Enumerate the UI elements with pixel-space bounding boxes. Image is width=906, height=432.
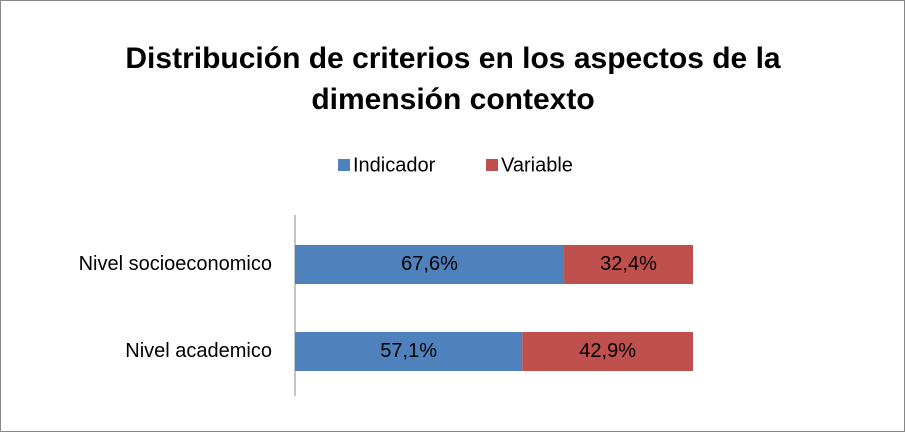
legend-swatch (486, 159, 498, 171)
bar-segment (564, 245, 693, 284)
bar-segment (522, 332, 693, 371)
y-tick-label: Nivel socioeconomico (79, 253, 272, 275)
legend-label: Variable (501, 154, 573, 176)
legend-label: Indicador (353, 154, 436, 176)
bar-segment (295, 332, 523, 371)
chart-title: dimensión contexto (311, 83, 594, 116)
data-label: 67,6% (401, 253, 458, 275)
data-label: 32,4% (600, 253, 657, 275)
data-label: 42,9% (579, 340, 636, 362)
bar-segment (295, 245, 565, 284)
legend-swatch (338, 159, 350, 171)
data-label: 57,1% (380, 340, 437, 362)
y-tick-label: Nivel academico (125, 340, 272, 362)
chart-title: Distribución de criterios en los aspecto… (125, 42, 781, 75)
